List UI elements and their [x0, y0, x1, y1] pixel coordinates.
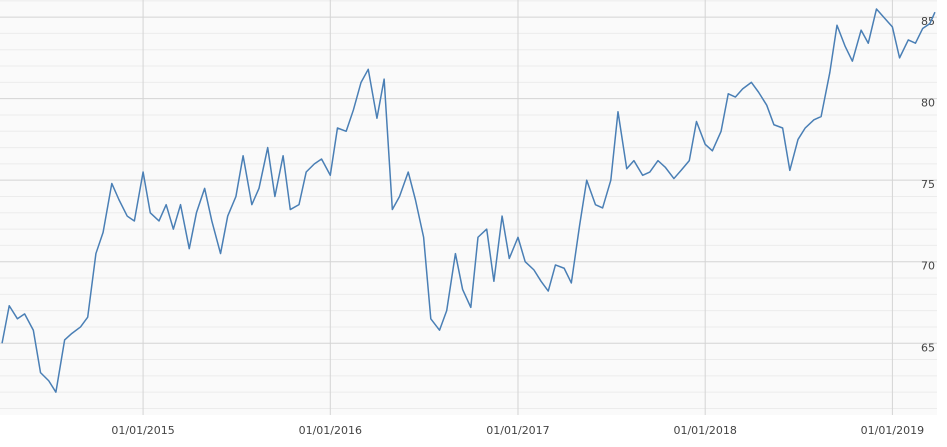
x-tick-label: 01/01/2018: [673, 424, 736, 437]
x-tick-label: 01/01/2016: [299, 424, 362, 437]
data-line: [1, 8, 936, 393]
y-tick-label: 75: [921, 178, 935, 191]
y-tick-label: 70: [921, 260, 935, 273]
y-tick-label: 65: [921, 341, 935, 354]
x-tick-label: 01/01/2017: [486, 424, 549, 437]
plot-background: [0, 0, 937, 415]
x-tick-label: 01/01/2015: [111, 424, 174, 437]
x-tick-label: 01/01/2019: [861, 424, 924, 437]
y-tick-label: 80: [921, 97, 935, 110]
